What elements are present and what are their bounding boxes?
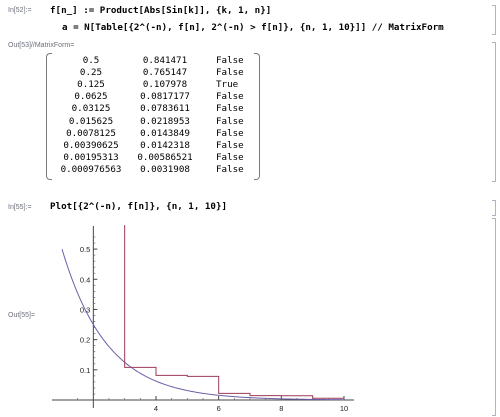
matrix-cell: True (216, 79, 239, 91)
cell-bracket-in52[interactable] (492, 5, 496, 35)
matrix-cell: False (216, 163, 244, 175)
matrix-cell: False (216, 91, 244, 103)
matrix-cell: False (216, 139, 244, 151)
matrix-cell: False (216, 103, 244, 115)
x-tick-label: 8 (279, 404, 283, 413)
matrix-cell: 0.03125 (71, 103, 111, 115)
matrix-cell: 0.00195313 (63, 151, 119, 163)
series-f-n-step-curve (124, 224, 345, 400)
cell-bracket-out53[interactable] (492, 42, 496, 182)
y-tick-label: 0.5 (80, 245, 90, 254)
in52-code-line1[interactable]: f[n_] := Product[Abs[Sin[k]], {k, 1, n}] (50, 5, 272, 16)
matrix-cell: 0.015625 (68, 115, 114, 127)
matrix-cell: False (216, 115, 244, 127)
matrix-cell: 0.107978 (142, 79, 188, 91)
x-tick-label: 4 (154, 404, 158, 413)
out53-label: Out[53]//MatrixForm= (8, 42, 75, 49)
cell-bracket-in55[interactable] (492, 200, 496, 216)
matrix-cell: False (216, 151, 244, 163)
in52-code-line2[interactable]: a = N[Table[{2^(-n), f[n], 2^(-n) > f[n]… (62, 22, 444, 33)
matrix-left-bracket (46, 53, 52, 180)
matrix-row: 0.125 0.107978 True (52, 79, 262, 90)
matrix-cell: False (216, 55, 244, 66)
matrix-cell: False (216, 67, 244, 79)
matrix-cell: 0.0142318 (140, 139, 190, 151)
matrix-row: 0.0625 0.0817177 False (52, 91, 262, 102)
matrix-row: 0.00390625 0.0142318 False (52, 140, 262, 151)
matrix-cell: 0.00390625 (63, 139, 119, 151)
in52-label: In[52]:= (8, 7, 32, 14)
x-tick-label: 10 (340, 404, 348, 413)
matrix-cell: 0.0783611 (140, 103, 190, 115)
matrix-cell: 0.841471 (142, 55, 188, 66)
matrix-cell: 0.0078125 (66, 127, 116, 139)
matrix-row: 0.015625 0.0218953 False (52, 116, 262, 127)
matrix-row: 0.00195313 0.00586521 False (52, 152, 262, 163)
matrix-row: 0.0078125 0.0143849 False (52, 128, 262, 139)
matrix-cell: 0.0218953 (140, 115, 190, 127)
matrix-cell: 0.00586521 (137, 151, 193, 163)
y-tick-label: 0.4 (80, 275, 90, 284)
matrix-cell: 0.5 (82, 55, 100, 66)
y-tick-label: 0.1 (80, 366, 90, 375)
series-2-pow-neg-n-curve (61, 248, 345, 401)
matrix-row: 0.03125 0.0783611 False (52, 103, 262, 114)
cell-bracket-out55[interactable] (492, 218, 496, 416)
matrix-cell: 0.765147 (142, 67, 188, 79)
matrix-row: 0.5 0.841471 False (52, 55, 262, 66)
matrix-cell: 0.25 (79, 67, 103, 79)
in55-label: In[55]:= (8, 204, 32, 211)
plot-output[interactable]: 0.10.20.30.40.54 6 8 10 (52, 218, 357, 415)
matrix-cell: 0.125 (77, 79, 105, 91)
matrix-cell: 0.0625 (74, 91, 108, 103)
matrix-cell: False (216, 127, 244, 139)
matrix-row: 0.25 0.765147 False (52, 67, 262, 78)
x-tick-label: 6 (217, 404, 221, 413)
out55-label: Out[55]= (8, 312, 36, 319)
matrix-cell: 0.0817177 (140, 91, 190, 103)
matrix-cell: 0.0143849 (140, 127, 190, 139)
in55-code[interactable]: Plot[{2^(-n), f[n]}, {n, 1, 10}] (50, 201, 228, 212)
y-tick-label: 0.2 (80, 336, 90, 345)
matrix-right-bracket (254, 53, 260, 180)
matrix-cell: 0.0031908 (140, 163, 190, 175)
matrix-row: 0.000976563 0.0031908 False (52, 164, 262, 175)
matrix-cell: 0.000976563 (60, 163, 122, 175)
